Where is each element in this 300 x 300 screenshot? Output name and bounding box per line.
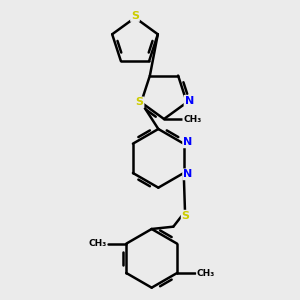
Text: S: S — [136, 98, 143, 107]
Text: S: S — [131, 11, 139, 21]
Text: CH₃: CH₃ — [197, 268, 215, 278]
Text: CH₃: CH₃ — [183, 115, 202, 124]
Text: N: N — [184, 96, 194, 106]
Text: S: S — [182, 211, 190, 221]
Text: N: N — [183, 137, 192, 147]
Text: N: N — [183, 169, 192, 179]
Text: CH₃: CH₃ — [88, 239, 106, 248]
